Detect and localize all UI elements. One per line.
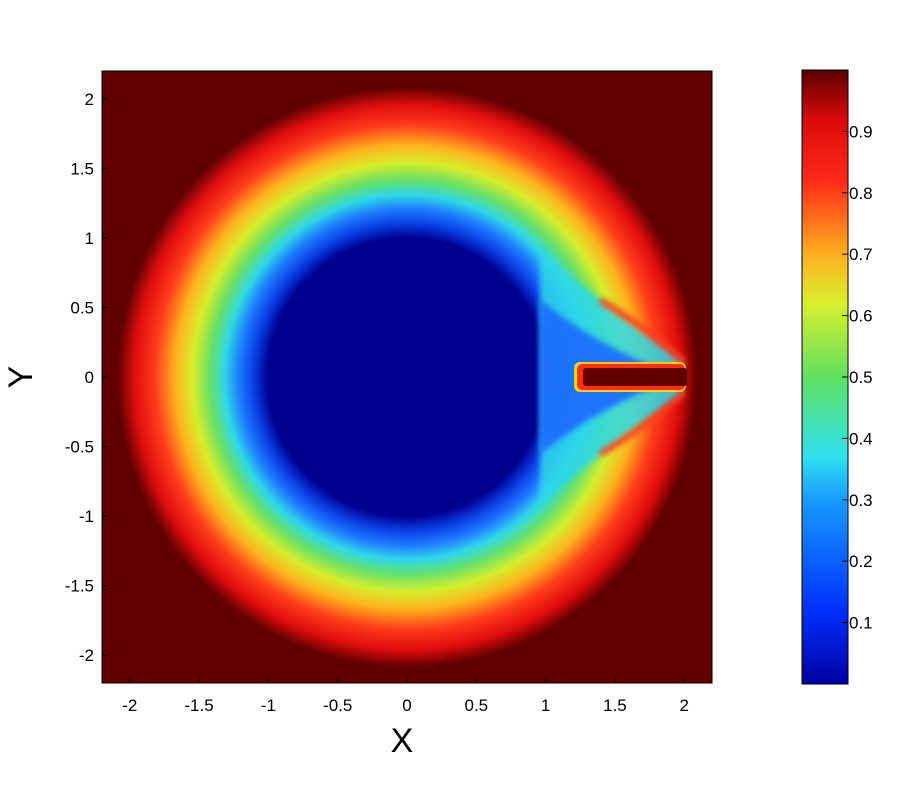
colorbar-tick-label: 0.1: [849, 614, 873, 633]
heatmap-ring-field: [117, 87, 697, 667]
heatmap-slot: [583, 368, 687, 386]
x-tick-label: -2: [122, 696, 137, 715]
colorbar-tick-label: 0.6: [849, 307, 873, 326]
y-tick-label: 0: [85, 368, 94, 387]
y-tick-label: -1.5: [65, 577, 94, 596]
heatmap-wedge-edge-top: [598, 297, 687, 365]
colorbar: [801, 69, 849, 685]
x-tick-label: -0.5: [323, 696, 352, 715]
colorbar-ticks: 0.9 0.8 0.7 0.6 0.5 0.4 0.3 0.2 0.1: [842, 122, 873, 633]
x-tick-label: 1.5: [603, 696, 627, 715]
colorbar-tick-label: 0.3: [849, 491, 873, 510]
y-tick-label: 0.5: [70, 298, 94, 317]
x-tick-label: -1: [261, 696, 276, 715]
y-axis-ticks: 2 1.5 1 0.5 0 -0.5 -1 -1.5 -2: [65, 90, 108, 665]
x-tick-label: 0: [402, 696, 411, 715]
y-tick-label: 1.5: [70, 159, 94, 178]
y-tick-label: -2: [79, 646, 94, 665]
x-tick-label: 1: [541, 696, 550, 715]
colorbar-tick-label: 0.9: [849, 122, 873, 141]
x-axis-ticks: -2 -1.5 -1 -0.5 0 0.5 1 1.5 2: [122, 677, 689, 715]
heatmap-plot-area: [102, 71, 712, 683]
colorbar-tick-label: 0.2: [849, 552, 873, 571]
colorbar-tick-label: 0.4: [849, 429, 873, 448]
y-tick-label: 2: [85, 90, 94, 109]
x-tick-label: 2: [680, 696, 689, 715]
y-tick-label: 1: [85, 229, 94, 248]
x-tick-label: 0.5: [464, 696, 488, 715]
colorbar-tick-label: 0.5: [849, 368, 873, 387]
colorbar-tick-label: 0.8: [849, 184, 873, 203]
x-axis-label: X: [391, 722, 414, 760]
x-tick-label: -1.5: [184, 696, 213, 715]
y-tick-label: -1: [79, 507, 94, 526]
y-axis-label: Y: [2, 366, 40, 389]
heatmap-wedge-edge-bottom: [598, 389, 687, 457]
colorbar-tick-label: 0.7: [849, 245, 873, 264]
y-tick-label: -0.5: [65, 438, 94, 457]
